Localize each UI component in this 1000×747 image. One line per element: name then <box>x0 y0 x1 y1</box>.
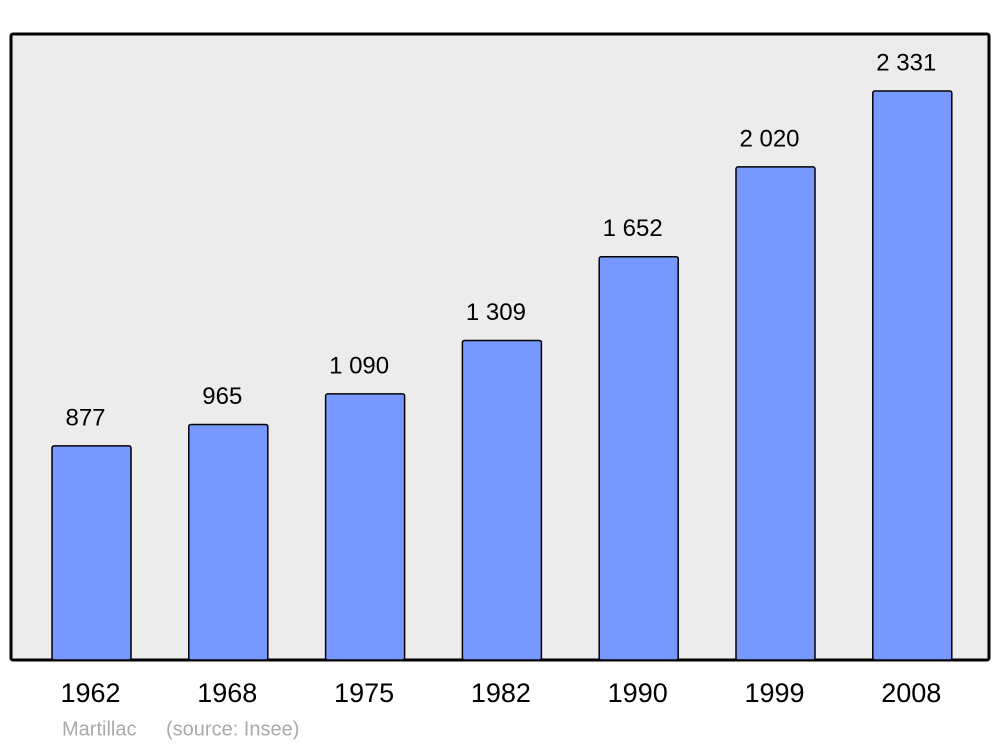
value-label: 965 <box>202 383 242 410</box>
bar <box>598 255 679 661</box>
bar <box>51 445 132 661</box>
x-tick-label: 1990 <box>608 678 668 708</box>
value-label: 1 652 <box>603 215 663 242</box>
bar <box>872 90 953 661</box>
footer-place: Martillac <box>62 718 136 740</box>
bar <box>188 423 269 661</box>
x-tick-label: 2008 <box>881 678 941 708</box>
value-label: 1 309 <box>466 299 526 326</box>
x-tick-label: 1962 <box>60 678 120 708</box>
value-label: 2 331 <box>876 49 936 76</box>
value-label: 2 020 <box>739 125 799 152</box>
bar <box>461 339 543 661</box>
x-tick-label: 1968 <box>197 678 257 708</box>
x-tick-label: 1975 <box>334 678 394 708</box>
bar <box>324 393 406 661</box>
value-label: 1 090 <box>329 352 389 379</box>
x-tick-label: 1982 <box>471 678 531 708</box>
bar <box>735 166 816 661</box>
value-label: 877 <box>65 404 105 431</box>
footer-source: (source: Insee) <box>166 718 299 740</box>
x-tick-label: 1999 <box>744 678 804 708</box>
